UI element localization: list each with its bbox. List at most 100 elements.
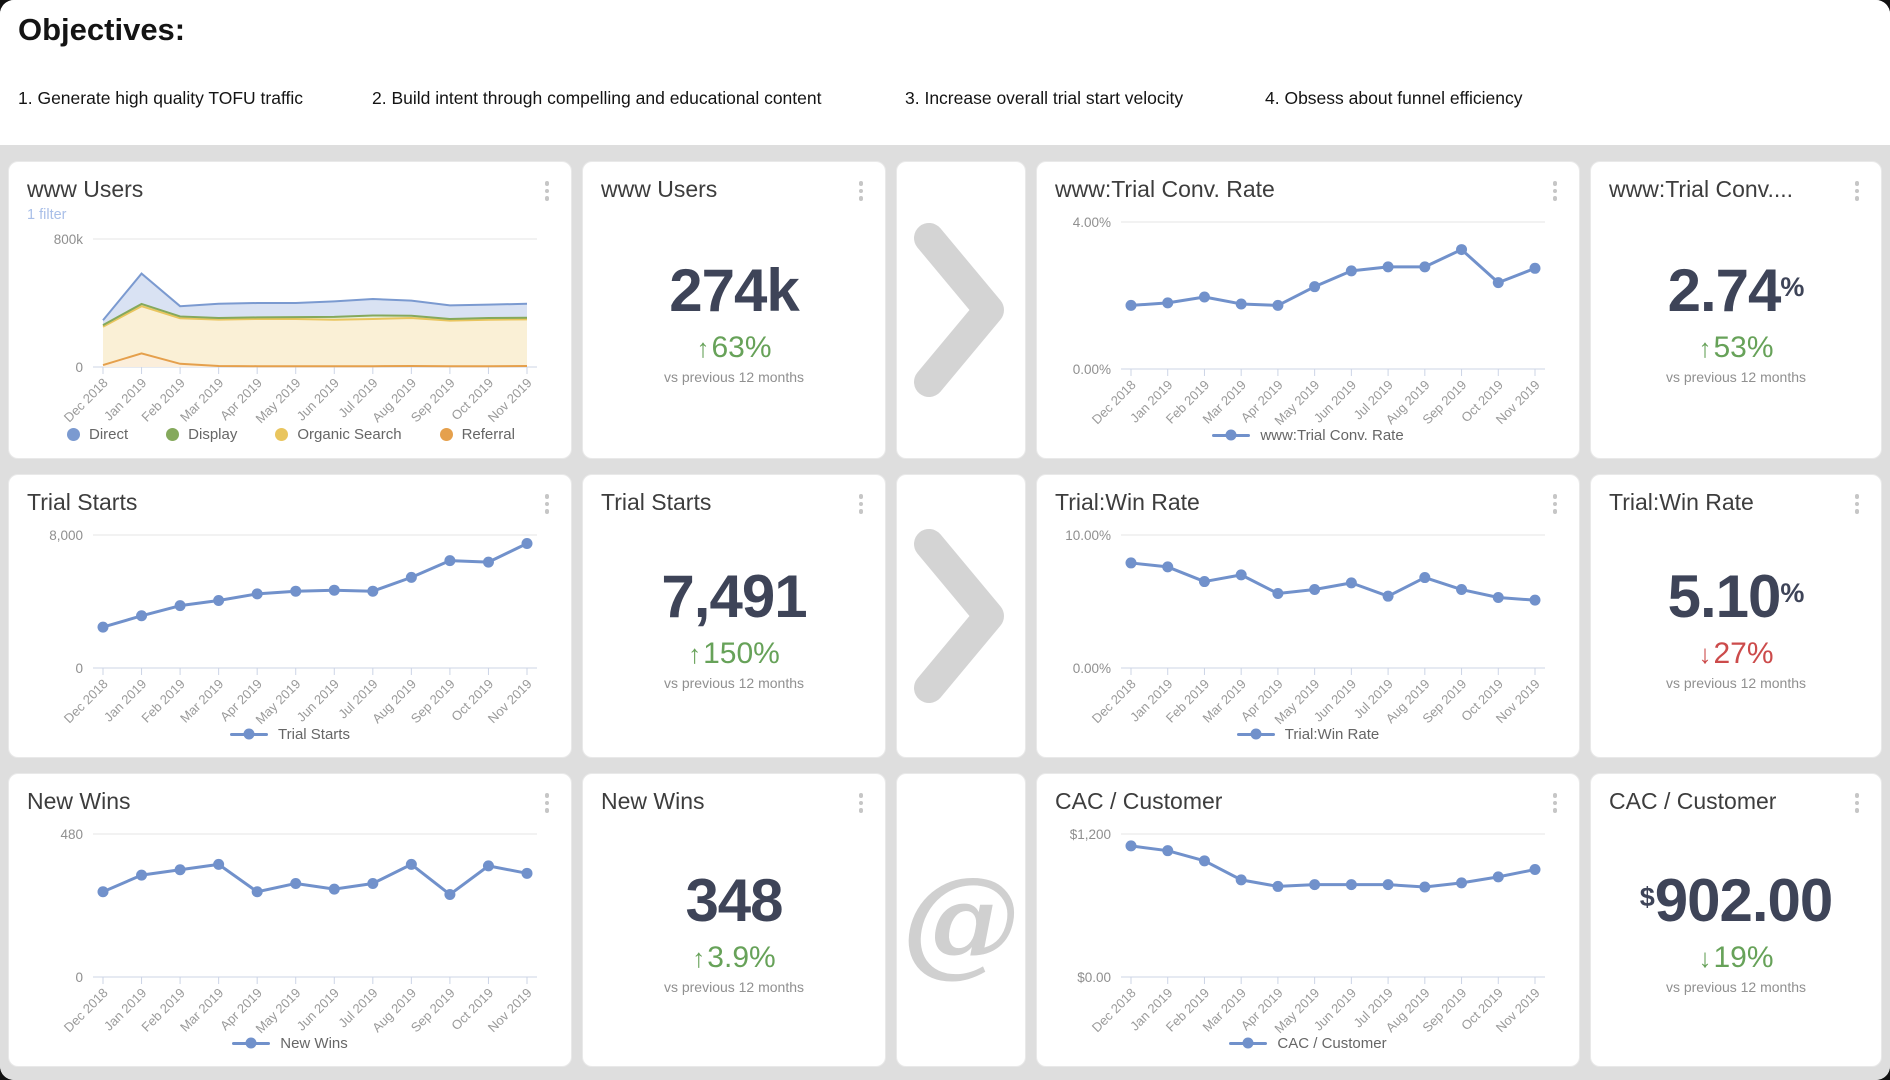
kebab-menu-icon[interactable] bbox=[855, 176, 868, 206]
card-new-wins-line-chart: New Wins 480 0 Dec 2018 Jan 2019 Feb 2019 Mar… bbox=[8, 773, 572, 1067]
series-line-icon bbox=[1236, 728, 1275, 740]
kebab-menu-icon[interactable] bbox=[1549, 176, 1562, 206]
delta-arrow-icon: ↓ bbox=[1698, 942, 1712, 973]
kebab-menu-icon[interactable] bbox=[855, 489, 868, 519]
svg-text:$1,200: $1,200 bbox=[1070, 827, 1111, 842]
svg-text:Jun 2019: Jun 2019 bbox=[294, 985, 342, 1033]
metric-value: 5.10% bbox=[1667, 562, 1805, 630]
www-users-chart-canvas[interactable]: 800k 0 Dec 2018 Jan 2019 Feb 2019 Mar 2019 Apr… bbox=[27, 223, 553, 426]
dashboard-board: www Users 1 filter 800k 0 Dec 2018 Jan 2019… bbox=[0, 145, 1890, 1080]
card-new-wins-number: New Wins 348 ↑ 3.9% vs previous 12 months bbox=[582, 773, 886, 1067]
organic-search-dot-icon bbox=[275, 427, 289, 441]
win-rate-legend: Trial:Win Rate bbox=[1055, 721, 1561, 747]
display-dot-icon bbox=[166, 427, 180, 441]
svg-text:Dec 2018: Dec 2018 bbox=[61, 985, 111, 1035]
card-win-rate-number: Trial:Win Rate 5.10% ↓ 27% vs previous 12… bbox=[1590, 474, 1882, 758]
card-title: Trial:Win Rate bbox=[1609, 489, 1754, 515]
kebab-menu-icon[interactable] bbox=[1549, 788, 1562, 818]
series-line-icon bbox=[232, 1037, 271, 1049]
card-title: www:Trial Conv. Rate bbox=[1055, 176, 1275, 202]
kebab-menu-icon[interactable] bbox=[541, 176, 554, 206]
kebab-menu-icon[interactable] bbox=[1549, 489, 1562, 519]
comparison-caption: vs previous 12 months bbox=[1665, 674, 1807, 691]
metric-value: $902.00 bbox=[1639, 866, 1834, 934]
legend-label: Trial:Win Rate bbox=[1284, 725, 1380, 743]
objective-3: 3. Increase overall trial start velocity bbox=[905, 88, 1184, 108]
svg-text:0: 0 bbox=[75, 661, 83, 676]
series-line-icon bbox=[1212, 429, 1251, 441]
referral-dot-icon bbox=[439, 427, 453, 441]
connector-card-at: @ bbox=[896, 773, 1026, 1067]
svg-text:0.00%: 0.00% bbox=[1073, 362, 1111, 377]
card-title: Trial Starts bbox=[601, 489, 712, 515]
at-sign-icon: @ bbox=[902, 850, 1020, 989]
new-wins-chart-canvas[interactable]: 480 0 Dec 2018 Jan 2019 Feb 2019 Mar 2019 Apr … bbox=[27, 818, 553, 1036]
card-title: Trial:Win Rate bbox=[1055, 489, 1200, 515]
delta-arrow-icon: ↑ bbox=[696, 332, 710, 363]
legend-label: Direct bbox=[89, 425, 129, 443]
card-title: New Wins bbox=[601, 788, 705, 814]
delta-badge: ↑ 63% bbox=[696, 330, 772, 364]
comparison-caption: vs previous 12 months bbox=[663, 674, 805, 691]
series-line-icon bbox=[230, 728, 269, 740]
kebab-menu-icon[interactable] bbox=[541, 489, 554, 519]
legend-label: Trial Starts bbox=[278, 725, 350, 743]
kebab-menu-icon[interactable] bbox=[1851, 788, 1864, 818]
legend-label: Organic Search bbox=[297, 425, 402, 443]
chevron-right-icon bbox=[914, 529, 1004, 703]
legend-item-display: Display bbox=[166, 426, 237, 443]
kebab-menu-icon[interactable] bbox=[1851, 176, 1864, 206]
svg-text:Dec 2018: Dec 2018 bbox=[61, 375, 111, 425]
svg-text:480: 480 bbox=[60, 827, 83, 842]
comparison-caption: vs previous 12 months bbox=[663, 368, 805, 385]
kebab-menu-icon[interactable] bbox=[1851, 489, 1864, 519]
delta-arrow-icon: ↑ bbox=[692, 942, 706, 973]
card-grid: www Users 1 filter 800k 0 Dec 2018 Jan 2019… bbox=[8, 161, 1882, 1067]
filter-link[interactable]: 1 filter bbox=[27, 206, 67, 223]
delta-badge: ↓ 27% bbox=[1698, 636, 1774, 670]
legend-label: www:Trial Conv. Rate bbox=[1260, 426, 1404, 444]
trial-starts-chart-canvas[interactable]: 8,000 0 Dec 2018 Jan 2019 Feb 2019 Mar 2019 Ap… bbox=[27, 519, 553, 727]
objective-4: 4. Obsess about funnel efficiency bbox=[1265, 88, 1523, 108]
delta-badge: ↑ 53% bbox=[1698, 330, 1774, 364]
conv-rate-legend: www:Trial Conv. Rate bbox=[1055, 422, 1561, 448]
trial-starts-legend: Trial Starts bbox=[27, 721, 553, 747]
legend-label: Referral bbox=[461, 425, 515, 443]
svg-text:Jun 2019: Jun 2019 bbox=[294, 375, 342, 423]
kebab-menu-icon[interactable] bbox=[541, 788, 554, 818]
delta-badge: ↑ 3.9% bbox=[692, 940, 776, 974]
card-cac-line-chart: CAC / Customer $1,200 $0.00 Dec 2018 Jan 20… bbox=[1036, 773, 1580, 1067]
delta-arrow-icon: ↑ bbox=[688, 638, 702, 669]
card-title: www Users bbox=[601, 176, 718, 202]
svg-text:4.00%: 4.00% bbox=[1073, 215, 1111, 230]
legend-item-referral: Referral bbox=[439, 425, 515, 443]
new-wins-legend: New Wins bbox=[27, 1030, 553, 1056]
series-line-icon bbox=[1229, 1037, 1268, 1049]
svg-text:800k: 800k bbox=[54, 232, 84, 247]
card-win-rate-line-chart: Trial:Win Rate 10.00% 0.00% Dec 2018 Jan 20… bbox=[1036, 474, 1580, 758]
svg-text:0: 0 bbox=[75, 360, 83, 375]
svg-text:Jun 2019: Jun 2019 bbox=[294, 676, 342, 724]
chevron-right-icon bbox=[914, 223, 1004, 397]
card-title: New Wins bbox=[27, 788, 131, 814]
cac-chart-canvas[interactable]: $1,200 $0.00 Dec 2018 Jan 2019 Feb 2019 Mar 2… bbox=[1055, 818, 1561, 1036]
card-trial-starts-line-chart: Trial Starts 8,000 0 Dec 2018 Jan 2019 Feb 2… bbox=[8, 474, 572, 758]
card-title: CAC / Customer bbox=[1609, 788, 1777, 814]
legend-label: New Wins bbox=[280, 1034, 348, 1052]
legend-item-direct: Direct bbox=[67, 426, 128, 443]
connector-card-funnel-2 bbox=[896, 474, 1026, 758]
legend-item-organic-search: Organic Search bbox=[275, 425, 402, 443]
win-rate-chart-canvas[interactable]: 10.00% 0.00% Dec 2018 Jan 2019 Feb 2019 Mar 2… bbox=[1055, 519, 1561, 727]
direct-dot-icon bbox=[67, 427, 80, 441]
conv-rate-chart-canvas[interactable]: 4.00% 0.00% Dec 2018 Jan 2019 Feb 2019 Mar 20… bbox=[1055, 206, 1561, 428]
metric-value: 7,491 bbox=[661, 562, 807, 630]
dashboard-header: Objectives: 1. Generate high quality TOF… bbox=[0, 0, 1890, 145]
comparison-caption: vs previous 12 months bbox=[663, 978, 805, 995]
card-trial-starts-number: Trial Starts 7,491 ↑ 150% vs previous 12 … bbox=[582, 474, 886, 758]
card-title: Trial Starts bbox=[27, 489, 138, 515]
card-cac-number: CAC / Customer $902.00 ↓ 19% vs previous … bbox=[1590, 773, 1882, 1067]
kebab-menu-icon[interactable] bbox=[855, 788, 868, 818]
svg-text:$0.00: $0.00 bbox=[1077, 970, 1111, 985]
comparison-caption: vs previous 12 months bbox=[1665, 978, 1807, 995]
